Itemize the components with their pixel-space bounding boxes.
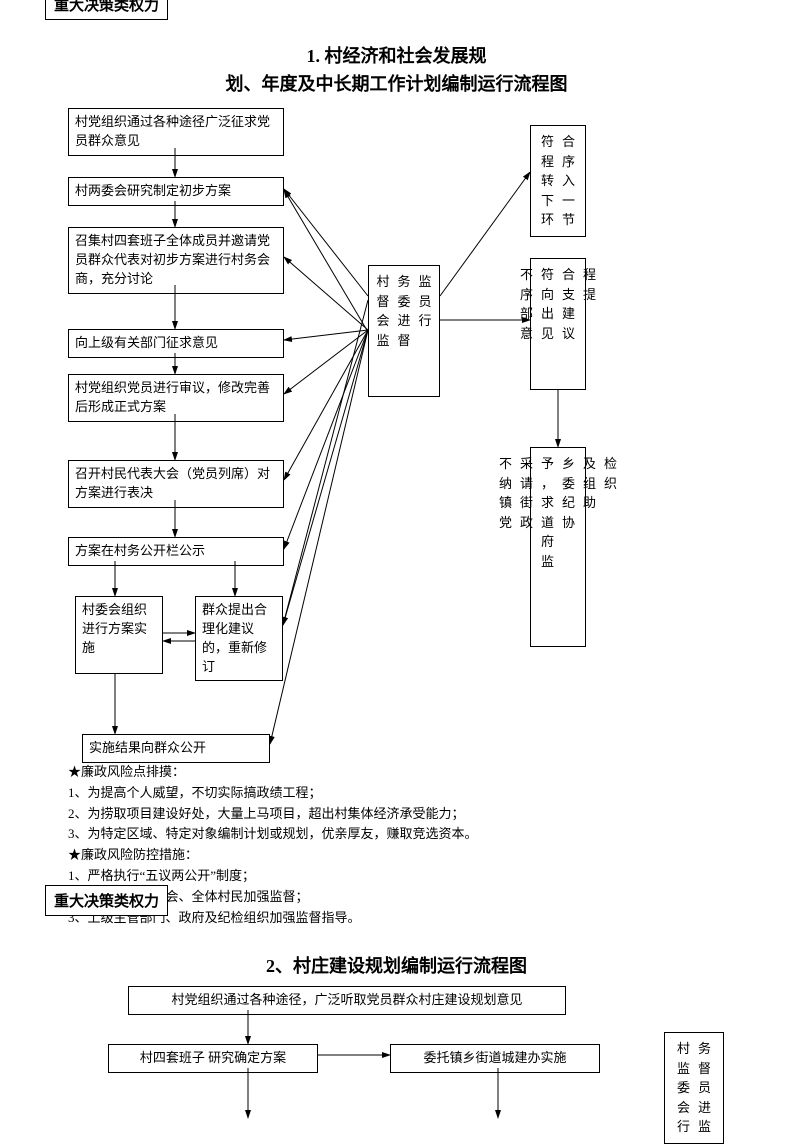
fc2-m1: 村党组织通过各种途径，广泛听取党员群众村庄建设规划意见 bbox=[128, 986, 566, 1015]
fc2-m3: 委托镇乡街道城建办实施 bbox=[390, 1044, 600, 1073]
fc1-n6: 召开村民代表大会（党员列席）对方案进行表决 bbox=[68, 460, 284, 508]
fc2-m2: 村四套班子 研究确定方案 bbox=[108, 1044, 318, 1073]
fc1-n4: 向上级有关部门征求意见 bbox=[68, 329, 284, 358]
title1-line1: 1. 村经济和社会发展规 bbox=[0, 42, 793, 68]
fc1-n10: 实施结果向群众公开 bbox=[82, 734, 270, 763]
fc1-n9: 群众提出合理化建议的，重新修订 bbox=[195, 596, 283, 681]
fc1-n3: 召集村四套班子全体成员并邀请党员群众代表对初步方案进行村务会商，充分讨论 bbox=[68, 227, 284, 294]
header-tag-2-text: 重大决策类权力 bbox=[54, 894, 159, 910]
flowchart2-right-box: 村监委会行务督员进监 bbox=[664, 1032, 724, 1144]
header-tag-1-text: 重大决策类权力 bbox=[54, 0, 159, 14]
fc1-n8: 村委会组织进行方案实施 bbox=[75, 596, 163, 674]
header-tag-2: 重大决策类权力 bbox=[45, 885, 168, 916]
fc1-n2: 村两委会研究制定初步方案 bbox=[68, 177, 284, 206]
fc1-n7: 方案在村务公开栏公示 bbox=[68, 537, 284, 566]
right-box-3: 不纳镇党采请街政予，求道府监乡委纪协及组助检织 bbox=[530, 447, 586, 647]
title2: 2、村庄建设规划编制运行流程图 bbox=[0, 952, 793, 978]
fc1-n5: 村党组织党员进行审议，修改完善后形成正式方案 bbox=[68, 374, 284, 422]
header-tag-1: 重大决策类权力 bbox=[45, 0, 168, 20]
supervision-center-box: 村督会监务委进督监员行 bbox=[368, 265, 440, 397]
right-box-2: 不序部意符向出见合支建议程提 bbox=[530, 258, 586, 390]
right-box-1: 符程转下环合序入一节 bbox=[530, 125, 586, 237]
title1-line2: 划、年度及中长期工作计划编制运行流程图 bbox=[0, 70, 793, 96]
fc1-n1: 村党组织通过各种途径广泛征求党员群众意见 bbox=[68, 108, 284, 156]
